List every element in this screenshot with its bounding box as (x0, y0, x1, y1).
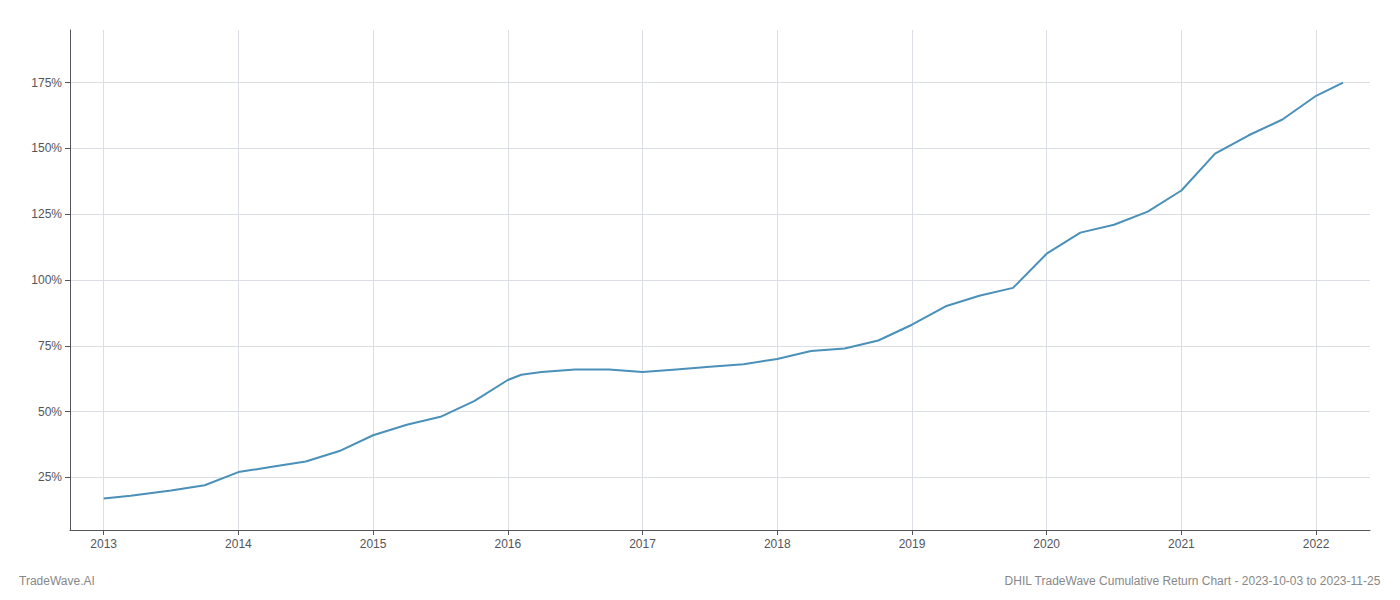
svg-text:2015: 2015 (360, 537, 387, 551)
svg-text:150%: 150% (31, 141, 62, 155)
svg-text:2020: 2020 (1033, 537, 1060, 551)
svg-text:75%: 75% (38, 339, 62, 353)
svg-text:2014: 2014 (225, 537, 252, 551)
svg-text:2013: 2013 (90, 537, 117, 551)
svg-text:2019: 2019 (899, 537, 926, 551)
svg-text:TradeWave.AI: TradeWave.AI (19, 574, 95, 588)
svg-text:2018: 2018 (764, 537, 791, 551)
svg-text:2016: 2016 (494, 537, 521, 551)
svg-text:2022: 2022 (1303, 537, 1330, 551)
svg-text:2017: 2017 (629, 537, 656, 551)
svg-text:100%: 100% (31, 273, 62, 287)
svg-text:25%: 25% (38, 470, 62, 484)
svg-text:125%: 125% (31, 207, 62, 221)
svg-text:DHIL TradeWave Cumulative Retu: DHIL TradeWave Cumulative Return Chart -… (1005, 574, 1381, 588)
svg-text:50%: 50% (38, 405, 62, 419)
svg-text:2021: 2021 (1168, 537, 1195, 551)
svg-text:175%: 175% (31, 76, 62, 90)
